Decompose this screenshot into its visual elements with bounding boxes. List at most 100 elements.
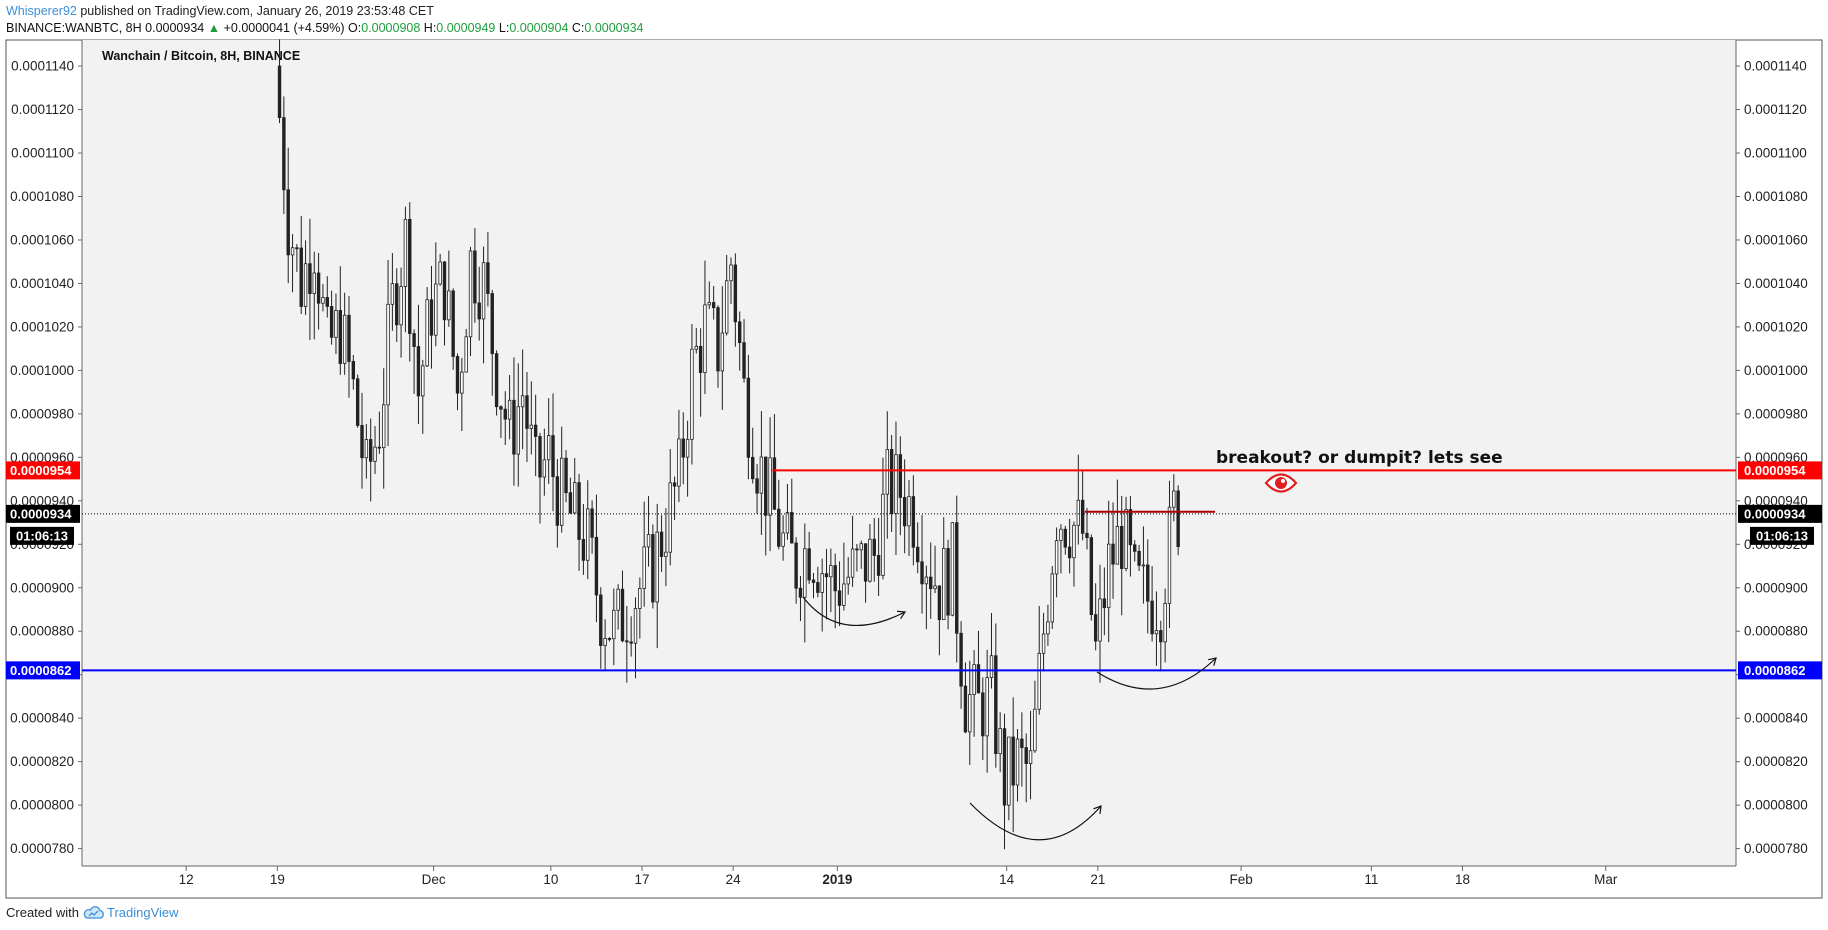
- y-tick-label-left: 0.0000820: [10, 754, 74, 769]
- candle-body: [490, 293, 494, 355]
- candle-body: [373, 446, 377, 462]
- candle-body: [985, 677, 989, 737]
- candle-body: [1054, 540, 1059, 575]
- candle-body: [946, 548, 950, 616]
- annotation-text: breakout? or dumpit? lets see: [1216, 448, 1503, 468]
- candle-body: [1002, 728, 1007, 806]
- candle-body: [455, 356, 460, 394]
- candle-body: [612, 609, 616, 640]
- candle-body: [1146, 564, 1150, 602]
- x-tick-label: 14: [999, 872, 1015, 887]
- eye-glint: [1281, 479, 1285, 483]
- last-price-label-bg-left: [6, 504, 80, 523]
- candle-body: [737, 321, 742, 344]
- x-tick-label: Mar: [1594, 872, 1618, 887]
- y-tick-label-right: 0.0001100: [1744, 146, 1807, 161]
- resistance-label-bg-right: [1738, 461, 1822, 480]
- candle-body: [434, 283, 438, 336]
- candle-body: [751, 456, 755, 480]
- candle-body: [889, 449, 894, 514]
- candle-body: [859, 543, 863, 551]
- y-tick-label-right: 0.0001040: [1744, 276, 1808, 291]
- candle-body: [759, 456, 764, 494]
- candle-body: [573, 482, 577, 514]
- candle-body: [1059, 528, 1063, 542]
- candle-body: [972, 664, 976, 695]
- candle-body: [438, 261, 442, 285]
- candle-body: [616, 588, 620, 611]
- candle-body: [542, 459, 547, 478]
- y-tick-label-right: 0.0000900: [1744, 580, 1808, 595]
- candle-body: [286, 189, 290, 256]
- resistance-label-bg-left: [6, 461, 80, 480]
- candle-body: [785, 512, 790, 534]
- candle-body: [855, 548, 859, 551]
- y-tick-label-left: 0.0001140: [11, 59, 74, 74]
- candle-body: [764, 456, 768, 516]
- candle-body: [316, 272, 321, 304]
- price-chart[interactable]: 0.0000780 0.0000780 0.0000800 0.0000800 0.00…: [0, 0, 1828, 900]
- candle-body: [395, 283, 399, 326]
- high-label: H:: [423, 21, 437, 35]
- published-text: published on TradingView.com, January 26…: [80, 4, 434, 18]
- y-tick-label-right: 0.0000800: [1744, 798, 1808, 813]
- candle-body: [425, 299, 429, 367]
- candle-body: [781, 532, 785, 547]
- x-tick-label: 11: [1364, 872, 1378, 887]
- candle-body: [790, 512, 794, 544]
- candle-body: [1037, 652, 1041, 710]
- y-tick-label-left: 0.0001000: [10, 363, 74, 378]
- y-tick-label-left: 0.0000780: [10, 841, 74, 856]
- candle-body: [590, 508, 594, 538]
- candle-body: [989, 655, 994, 678]
- candle-body: [1063, 528, 1067, 548]
- candle-body: [837, 590, 842, 606]
- tradingview-link[interactable]: TradingView: [83, 905, 179, 920]
- candle-body: [1106, 543, 1111, 609]
- arrowhead-right-shoulder: [1208, 657, 1217, 666]
- candle-body: [494, 353, 499, 408]
- candle-body: [1120, 526, 1124, 569]
- candle-body: [1067, 546, 1072, 559]
- candle-body: [911, 496, 916, 548]
- candle-body: [955, 522, 959, 634]
- candle-body: [447, 290, 451, 321]
- open-label: O:: [348, 21, 362, 35]
- candle-body: [451, 290, 455, 357]
- candle-body: [950, 522, 955, 616]
- countdown-left: 01:06:13: [16, 528, 68, 543]
- candle-body: [816, 582, 820, 593]
- candle-body: [416, 346, 421, 397]
- candle-body: [1046, 621, 1050, 635]
- candle-body: [568, 492, 573, 514]
- candle-body: [1137, 550, 1141, 566]
- candle-body: [1141, 564, 1146, 567]
- y-tick-label-right: 0.0001140: [1744, 59, 1807, 74]
- candle-body: [312, 272, 316, 294]
- candle-body: [768, 457, 772, 516]
- candle-body: [525, 395, 529, 429]
- arc-right-shoulder: [1096, 657, 1217, 690]
- candle-body: [694, 345, 698, 350]
- author-link[interactable]: Whisperer92: [6, 4, 77, 18]
- candle-body: [1150, 600, 1154, 635]
- countdown-bg-right: [1750, 526, 1814, 545]
- candle-body: [347, 314, 351, 362]
- candle-body: [703, 304, 707, 373]
- candle-body: [507, 399, 512, 420]
- candle-body: [599, 594, 603, 646]
- candle-body: [586, 508, 590, 561]
- candle-body: [881, 493, 885, 576]
- candle-body: [460, 371, 464, 394]
- candle-body: [577, 482, 581, 540]
- candle-body: [1024, 747, 1028, 764]
- last-price: 0.0000934: [145, 21, 205, 35]
- candle-body: [355, 378, 360, 426]
- candle-body: [421, 365, 425, 397]
- candle-body: [477, 302, 481, 320]
- candle-body: [538, 436, 542, 478]
- candle-body: [794, 542, 798, 589]
- created-with-text: Created with: [6, 905, 79, 920]
- candle-body: [481, 262, 486, 320]
- y-tick-label-left: 0.0001080: [10, 189, 74, 204]
